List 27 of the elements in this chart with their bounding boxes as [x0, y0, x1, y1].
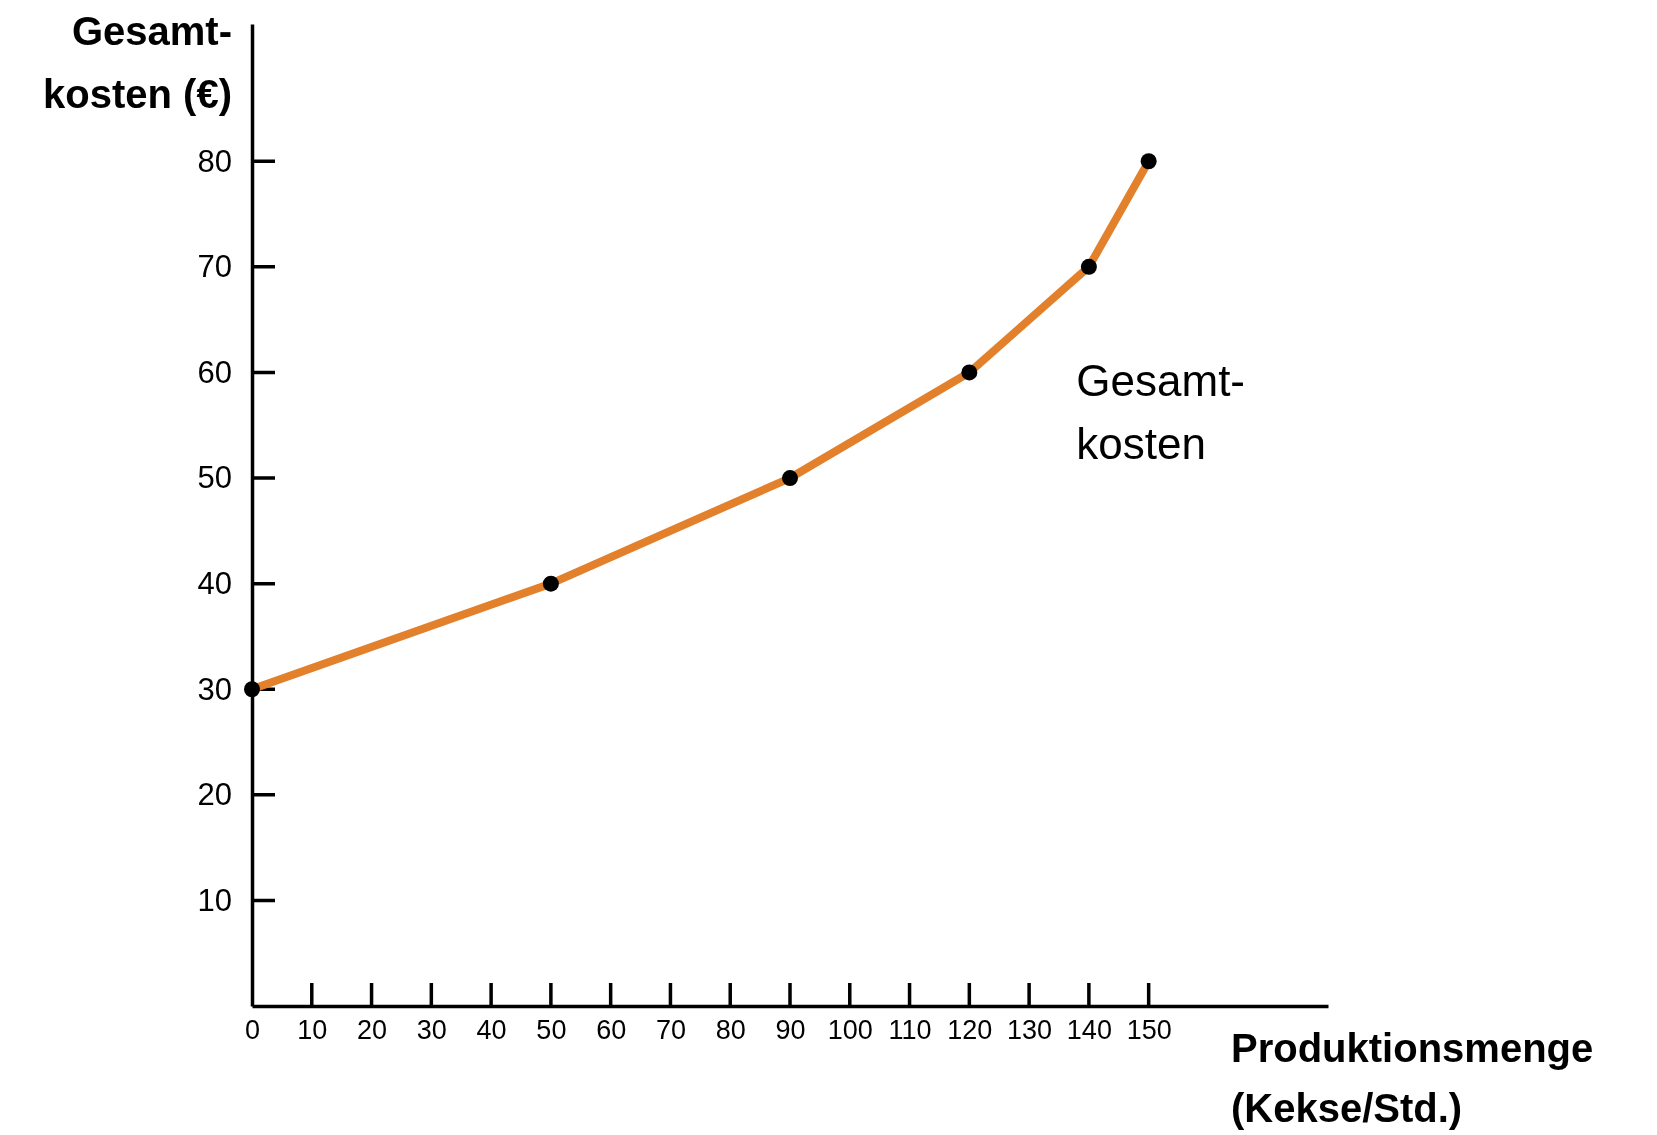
x-tick-label: 120	[947, 1015, 993, 1046]
x-tick-label: 70	[655, 1015, 686, 1046]
x-tick-label: 150	[1126, 1015, 1172, 1046]
x-tick-label: 50	[536, 1015, 567, 1046]
x-tick-label: 130	[1007, 1015, 1053, 1046]
x-axis-title: Produktionsmenge (Kekse/Std.)	[1231, 1026, 1594, 1130]
y-tick-label: 30	[197, 671, 232, 707]
y-tick-label: 40	[197, 566, 232, 602]
y-tick-label: 10	[197, 882, 232, 918]
x-tick-label: 60	[596, 1015, 627, 1046]
x-tick-label: 30	[416, 1015, 447, 1046]
y-axis-title: Gesamt- kosten (€)	[43, 9, 232, 116]
x-tick-label: 40	[476, 1015, 507, 1046]
x-tick-label: 140	[1066, 1015, 1112, 1046]
y-tick-label: 70	[197, 249, 232, 285]
x-tick-label: 110	[888, 1015, 932, 1046]
y-tick-label: 80	[197, 143, 232, 179]
x-tick-label: 90	[775, 1015, 806, 1046]
x-tick-label: 80	[715, 1015, 746, 1046]
y-tick-label: 60	[197, 354, 232, 390]
y-tick-label: 50	[197, 460, 232, 496]
x-tick-label: 0	[244, 1015, 261, 1046]
x-tick-label: 20	[357, 1015, 388, 1046]
series-label: Gesamt- kosten	[1076, 356, 1246, 469]
x-tick-label: 100	[827, 1015, 873, 1046]
y-tick-label: 20	[197, 777, 232, 813]
x-tick-label: 10	[297, 1015, 328, 1046]
